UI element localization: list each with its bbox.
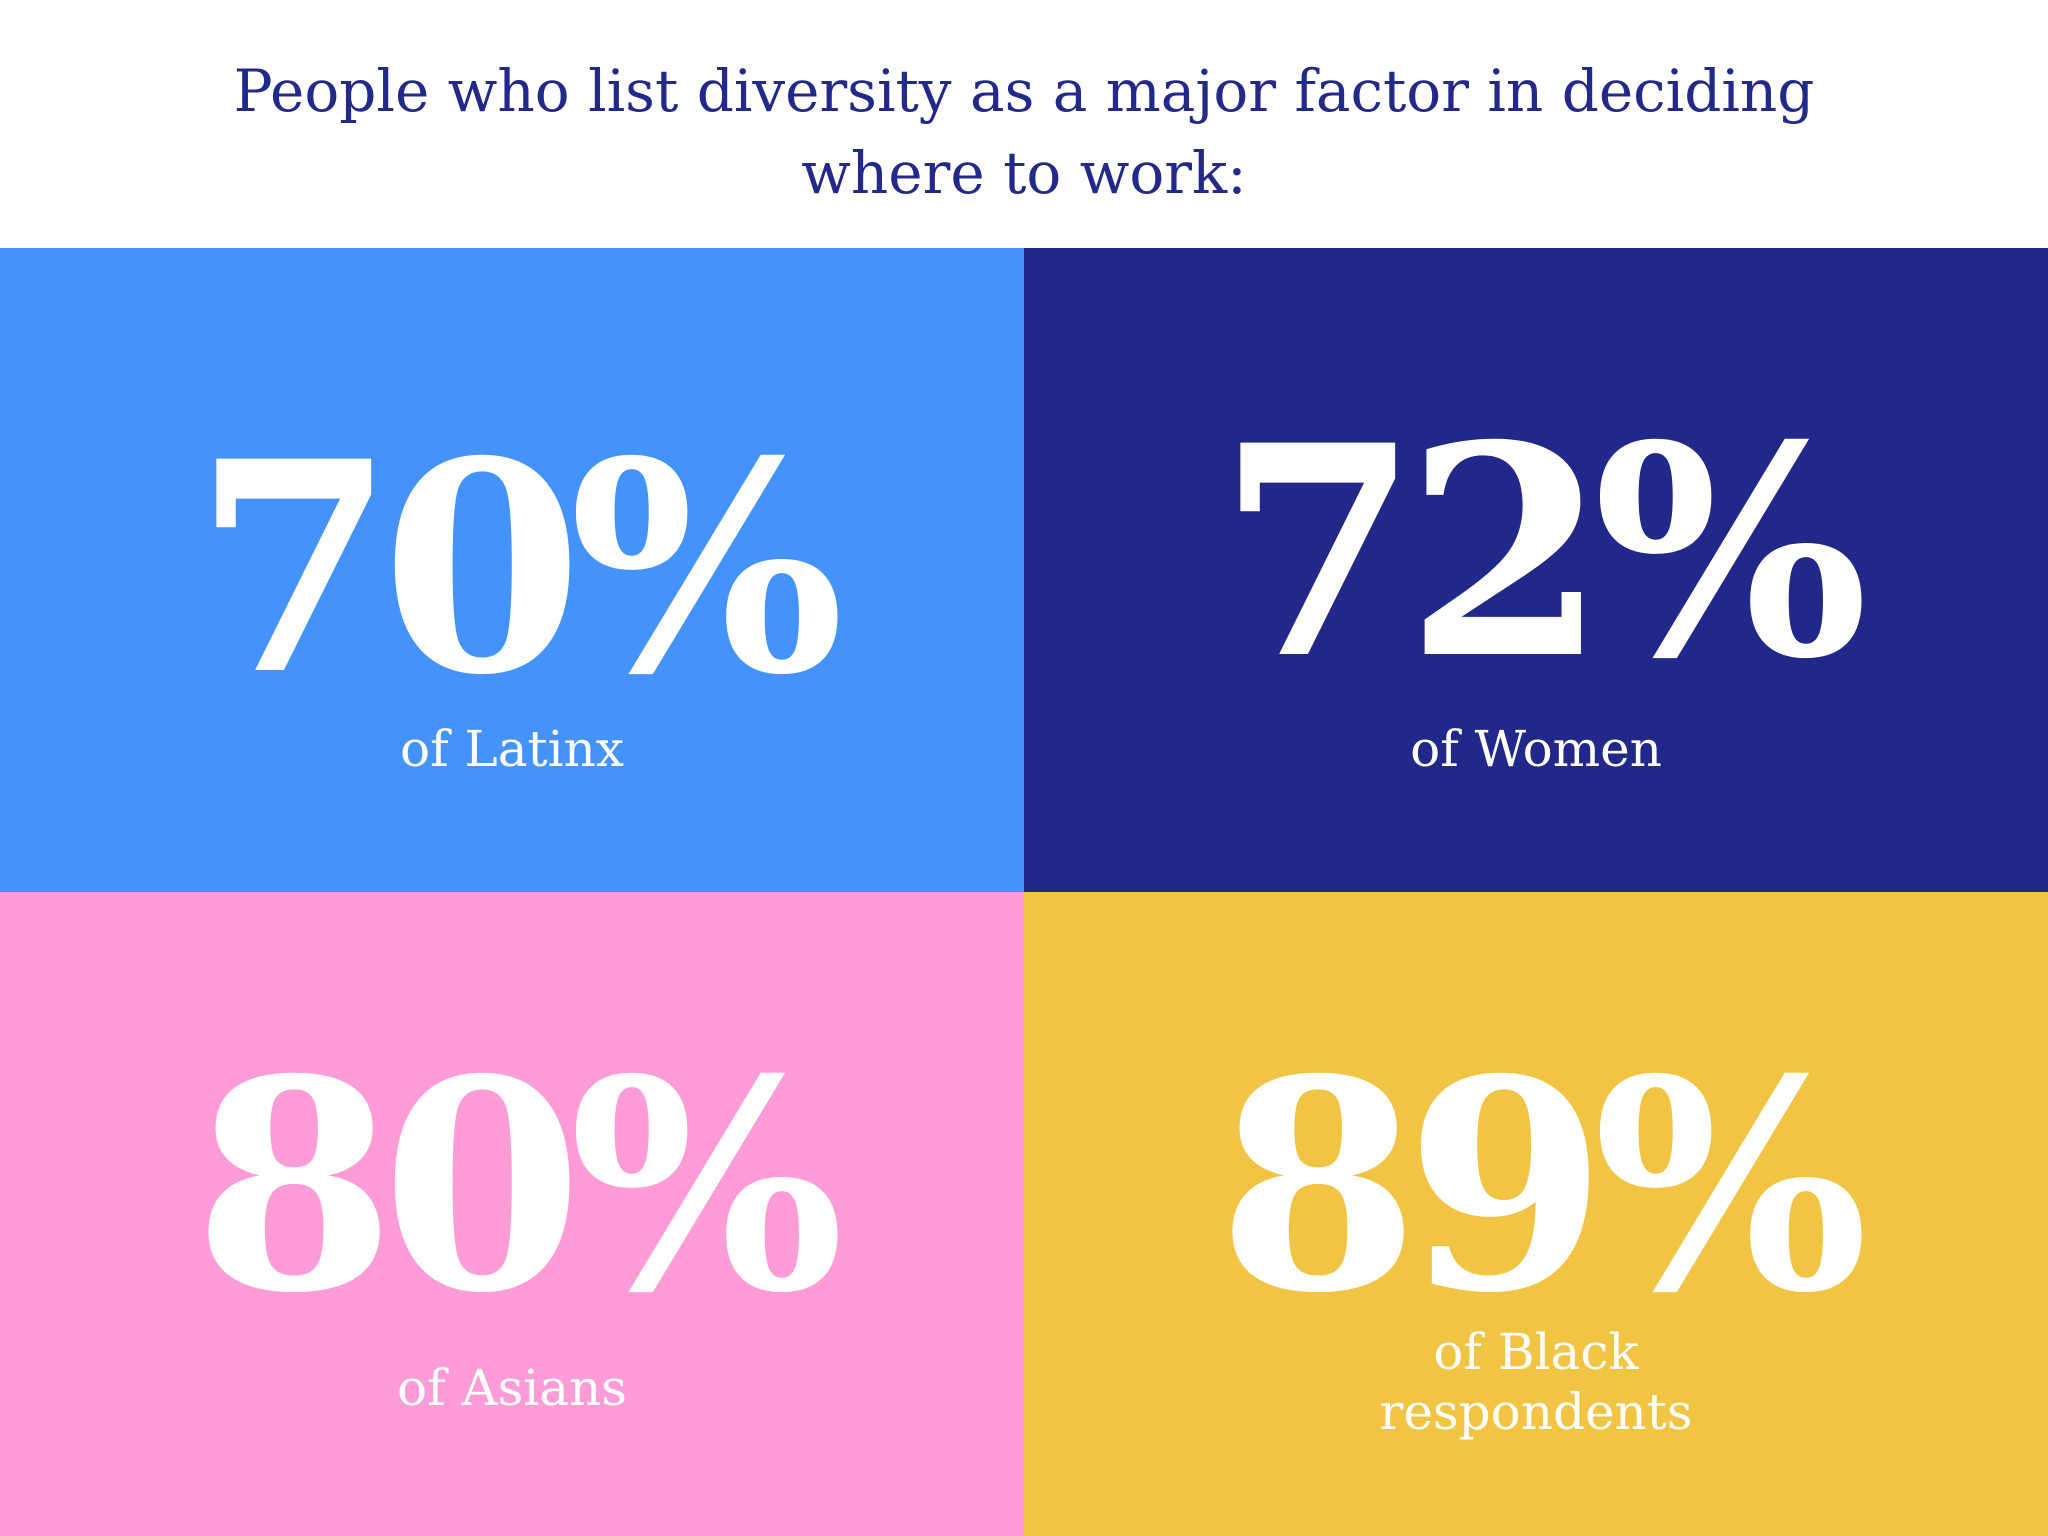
stats-grid: 70% of Latinx 72% of Women 80% of Asians… <box>0 248 2048 1536</box>
stat-tile-asians: 80% of Asians <box>0 892 1024 1536</box>
infographic-title: People who list diversity as a major fac… <box>0 50 2048 214</box>
stat-tile-women: 72% of Women <box>1024 248 2048 892</box>
stat-label-line-1: of Latinx <box>400 720 624 778</box>
stat-value: 72% <box>1217 383 1868 723</box>
title-line-2: where to work: <box>801 139 1247 207</box>
title-line-1: People who list diversity as a major fac… <box>233 57 1815 125</box>
stat-label: of Latinx <box>0 719 1024 779</box>
stat-tile-latinx: 70% of Latinx <box>0 248 1024 892</box>
stat-label-line-2: respondents <box>1379 1383 1693 1441</box>
stat-label: of Asians <box>0 1358 1024 1418</box>
stat-label-line-1: of Black <box>1433 1323 1639 1381</box>
stat-label: of Black respondents <box>1024 1322 2048 1442</box>
stat-value: 89% <box>1217 1017 1868 1357</box>
stat-label: of Women <box>1024 719 2048 779</box>
stat-label-line-1: of Women <box>1410 720 1662 778</box>
stat-tile-black-respondents: 89% of Black respondents <box>1024 892 2048 1536</box>
stat-value: 80% <box>193 1017 844 1357</box>
stat-label-line-1: of Asians <box>397 1359 627 1417</box>
stat-value: 70% <box>193 399 844 739</box>
